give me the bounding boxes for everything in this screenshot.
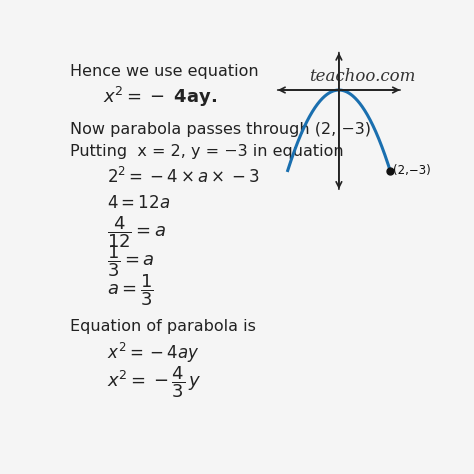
Text: $4 = 12a$: $4 = 12a$ — [107, 194, 170, 212]
Text: $\dfrac{4}{12} = a$: $\dfrac{4}{12} = a$ — [107, 214, 166, 250]
Text: $x^2 = -\dfrac{4}{3}\,y$: $x^2 = -\dfrac{4}{3}\,y$ — [107, 364, 201, 400]
Text: Hence we use equation: Hence we use equation — [70, 64, 259, 79]
Text: $2^2 = -4 \times a \times -3$: $2^2 = -4 \times a \times -3$ — [107, 167, 260, 187]
Text: (2,−3): (2,−3) — [392, 164, 430, 177]
Text: Now parabola passes through (2, −3): Now parabola passes through (2, −3) — [70, 122, 371, 137]
Text: Putting  x = 2, y = −3 in equation: Putting x = 2, y = −3 in equation — [70, 144, 344, 159]
Text: $x^2 = -4ay$: $x^2 = -4ay$ — [107, 340, 200, 365]
Text: Equation of parabola is: Equation of parabola is — [70, 319, 256, 335]
Text: $a = \dfrac{1}{3}$: $a = \dfrac{1}{3}$ — [107, 273, 154, 308]
Text: teachoo.com: teachoo.com — [309, 68, 416, 85]
Text: $\dfrac{1}{3} = a$: $\dfrac{1}{3} = a$ — [107, 244, 155, 279]
Text: $x^2 = -$ 4ay.: $x^2 = -$ 4ay. — [103, 85, 218, 109]
